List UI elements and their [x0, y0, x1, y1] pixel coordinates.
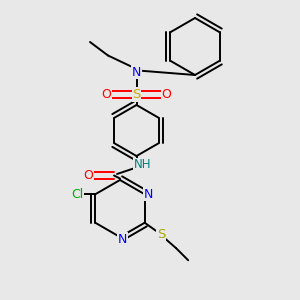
Text: O: O [162, 88, 171, 101]
Text: S: S [132, 88, 141, 101]
Text: N: N [132, 65, 141, 79]
Text: O: O [102, 88, 111, 101]
Text: S: S [157, 228, 165, 241]
Text: NH: NH [134, 158, 151, 172]
Text: N: N [118, 233, 127, 246]
Text: O: O [84, 169, 93, 182]
Text: Cl: Cl [71, 188, 83, 201]
Text: N: N [144, 188, 153, 201]
